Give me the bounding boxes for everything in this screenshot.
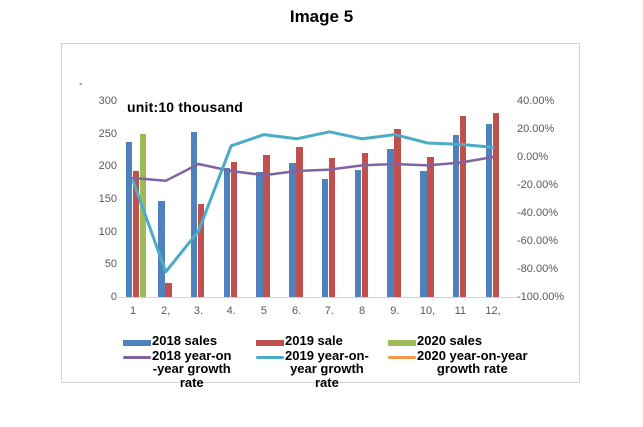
x-axis-label: 7. (324, 305, 334, 317)
x-axis-label: 5 (260, 305, 267, 317)
right-axis-tick: 0.00% (517, 151, 549, 163)
bar-2018-sales (190, 132, 198, 297)
x-axis-label: 8 (359, 305, 366, 317)
bar-2018-sales (223, 168, 231, 297)
bar-2020-sales (139, 133, 146, 297)
bar-2019-sale (132, 170, 139, 297)
bar-2019-sale (328, 158, 336, 297)
legend-label: 2018 year-on -year growth rate (152, 347, 232, 390)
chart-title: Image 5 (289, 7, 354, 26)
legend-item: 2019 sale (256, 334, 388, 348)
x-axis-label: 2, (161, 305, 171, 317)
x-axis-line (113, 297, 517, 298)
x-axis-label: 12, (485, 305, 501, 317)
bar-2019-sale (197, 203, 205, 297)
left-axis-tick: 50 (104, 258, 117, 271)
bar-2019-sale (459, 116, 467, 297)
right-axis-tick: 20.00% (517, 123, 555, 135)
legend-line-swatch (388, 355, 416, 359)
bar-2019-sale (394, 129, 401, 297)
x-axis-label: 3. (193, 305, 204, 317)
legend-bar-swatch (123, 340, 151, 346)
unit-annotation: unit:10 thousand (127, 99, 243, 115)
legend: 2018 sales 2019 sale 2020 sales 2018 year-o… (123, 334, 558, 390)
x-axis-label: 9. (390, 305, 400, 317)
legend-label: 2020 sales (417, 333, 483, 348)
legend-item: 2020 year-on-year growth rate (388, 347, 558, 390)
right-axis-tick: -100.00% (517, 291, 565, 303)
bar-2018-sales (289, 163, 296, 297)
left-axis-tick: 0 (75, 292, 117, 303)
legend-line-swatch (256, 355, 284, 359)
right-axis-tick: -60.00% (517, 235, 558, 247)
bar-2019-sale (230, 161, 238, 297)
bar-2018-sales (256, 171, 263, 297)
right-axis-tick: -20.00% (517, 179, 558, 191)
legend-label: 2019 sale (285, 333, 343, 348)
right-axis-tick: 40.00% (517, 95, 555, 107)
bar-2018-sales (158, 200, 165, 297)
bar-2018-sales (321, 178, 329, 297)
left-axis-tick: 200 (98, 160, 117, 173)
bar-2019-sale (427, 156, 434, 297)
left-axis-tick: 100 (98, 225, 117, 238)
bar-2019-sale (263, 154, 270, 297)
bar-2019-sale (165, 283, 172, 297)
right-axis-tick: -80.00% (517, 263, 558, 275)
bar-2019-sale (361, 153, 369, 297)
bar-2019-sale (492, 112, 500, 297)
left-axis-tick: 150 (98, 193, 117, 205)
x-axis-label: 1 (129, 305, 137, 317)
bar-2018-sales (354, 169, 362, 297)
bar-2018-sales (485, 123, 493, 297)
legend-label: 2020 year-on-year growth rate (417, 347, 528, 376)
legend-line-swatch (123, 355, 151, 359)
x-axis-label: 4. (226, 305, 236, 317)
axis-artifact-dash: - (79, 78, 83, 90)
legend-item: 2020 sales (388, 334, 558, 348)
left-axis-tick: 300 (98, 95, 117, 107)
legend-item: 2018 year-on -year growth rate (123, 347, 256, 390)
legend-item: 2018 sales (123, 334, 256, 348)
bar-2018-sales (452, 134, 460, 297)
x-axis-label: 11 (454, 305, 466, 317)
x-axis-label: 10, (419, 305, 436, 317)
legend-label: 2019 year-on-year growth rate (285, 347, 369, 390)
legend-bar-swatch (388, 340, 416, 346)
x-axis-label: 6. (292, 305, 302, 317)
bar-2018-sales (420, 170, 427, 297)
legend-item: 2019 year-on-year growth rate (256, 347, 388, 390)
legend-bar-swatch (256, 340, 284, 346)
bar-2019-sale (296, 146, 303, 297)
bar-2018-sales (387, 148, 394, 297)
right-axis-tick: -40.00% (517, 207, 558, 219)
left-axis-tick: 250 (98, 127, 117, 140)
bar-2018-sales (125, 142, 132, 297)
legend-label: 2018 sales (152, 333, 218, 348)
